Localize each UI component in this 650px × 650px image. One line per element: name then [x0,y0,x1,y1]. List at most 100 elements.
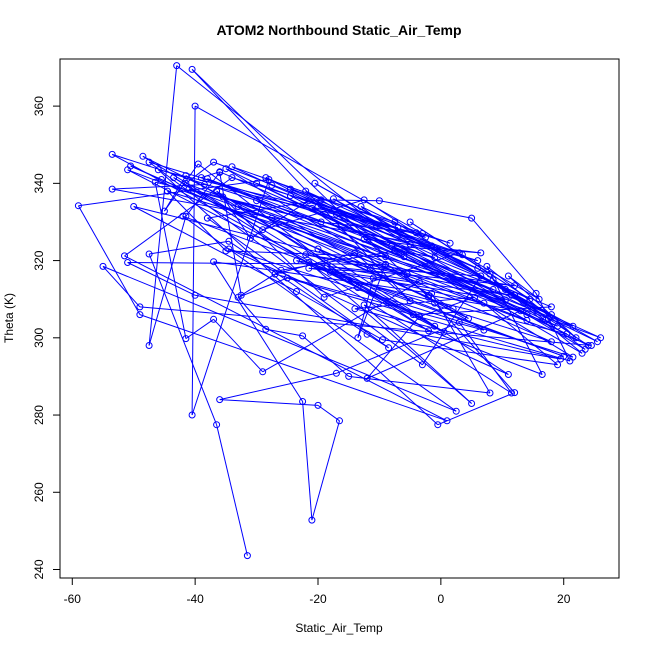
series-segment [308,262,472,404]
data-point [425,291,433,299]
data-point [446,239,454,247]
y-axis: 240 260 280 300 320 340 360 [32,96,61,580]
data-point [154,166,162,174]
data-point [440,328,448,336]
data-point [504,272,512,280]
data-point [526,295,534,303]
data-point [458,251,466,259]
data-point [372,221,380,229]
data-point [108,150,116,158]
data-point [480,299,488,307]
series-segment [154,182,187,339]
data-point [314,245,322,253]
series-segment [225,250,386,258]
data-point [219,193,227,201]
data-point [74,202,82,210]
x-axis-label: Static_Air_Temp [295,621,383,635]
data-point [262,174,270,182]
data-point [360,301,368,309]
data-point [286,185,294,193]
series-segment [225,168,469,319]
data-point [329,195,337,203]
data-point [385,344,393,352]
data-point [477,249,485,257]
series-segment [237,277,288,298]
data-point [501,286,509,293]
data-point [213,421,221,429]
data-point [532,289,540,297]
series-segment [207,199,322,219]
series-segment [256,182,432,247]
data-point [170,174,178,182]
data-point [428,242,436,250]
data-point [468,400,476,407]
series-segment [148,65,178,346]
data-point [259,368,267,376]
series-segment [287,277,571,362]
series-segment [194,105,423,234]
data-point [511,291,519,299]
data-point [136,303,144,311]
data-point [535,295,543,303]
series-segment [262,281,420,373]
series-segment [237,296,267,330]
series-segment [207,178,506,290]
series-segment [419,296,475,318]
series-segment [471,217,537,294]
data-point [314,401,322,409]
data-point [182,335,190,343]
y-tick-label: 360 [32,96,46,116]
data-point [293,257,300,265]
data-point [489,286,497,293]
series-segment [514,294,598,343]
data-point [302,187,310,195]
data-point [203,214,211,222]
data-point [308,204,316,212]
data-point [139,152,147,160]
data-point [557,355,565,363]
data-point [320,293,328,301]
data-point [302,251,310,259]
data-point [455,318,463,326]
series-segment [163,163,199,212]
data-point [253,197,261,205]
data-point [363,330,371,338]
data-point [127,162,135,170]
data-point [157,176,165,183]
data-point [391,247,399,255]
series-segment [124,255,448,422]
data-point [354,284,362,292]
series-segment [382,339,558,366]
series-segment [127,262,196,296]
data-point [351,305,359,313]
data-point [145,342,153,349]
series-segment [409,221,531,300]
data-point [194,160,202,168]
data-point [332,369,340,377]
data-point [400,253,408,261]
data-point [164,187,171,195]
data-point [317,196,325,204]
data-point [108,185,116,193]
data-point [305,197,313,205]
data-point [210,158,218,166]
data-point [547,303,555,311]
data-point [182,179,190,187]
series-segment [348,279,435,327]
data-point [345,372,353,380]
data-point [179,212,187,220]
data-point [136,311,144,319]
data-point [431,299,439,307]
series-segment [508,275,577,339]
data-point [474,264,482,272]
data-point [400,248,408,256]
data-point [425,327,433,335]
series-segment [379,200,472,219]
data-point [234,203,242,210]
data-point [486,389,494,397]
data-point [191,102,199,110]
data-point [345,276,353,284]
data-point [418,361,426,369]
series-segment [317,404,340,422]
data-point [99,262,107,270]
